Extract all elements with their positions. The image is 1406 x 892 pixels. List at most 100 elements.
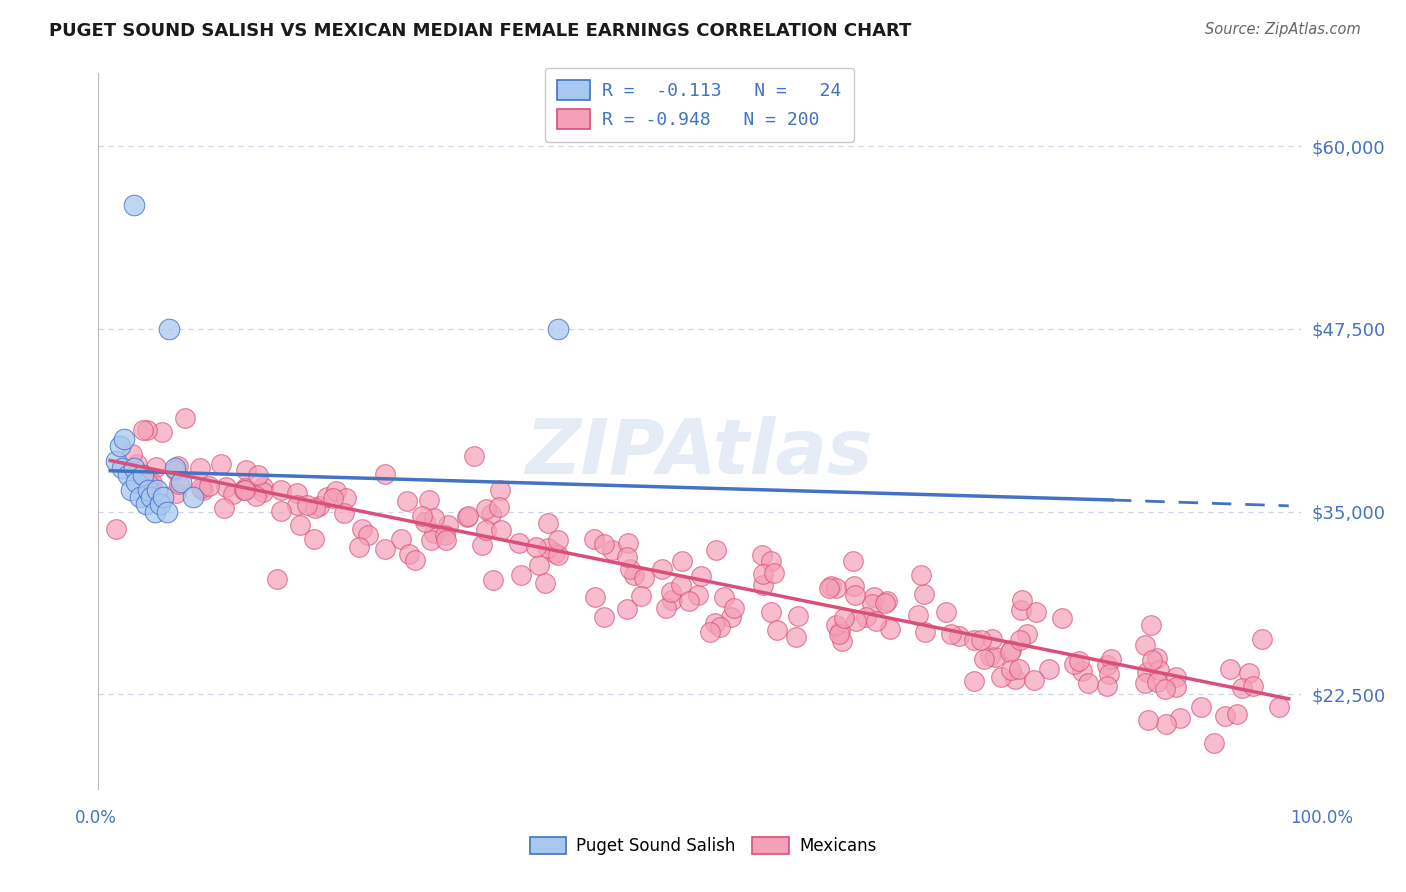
Point [167, 476, 190, 491]
Point [174, 410, 197, 425]
Point [1168, 711, 1191, 725]
Point [434, 533, 457, 547]
Point [544, 546, 567, 560]
Point [322, 491, 344, 505]
Point [316, 490, 339, 504]
Point [188, 461, 211, 475]
Point [285, 486, 308, 500]
Point [233, 483, 256, 498]
Point [654, 600, 676, 615]
Point [1133, 676, 1156, 690]
Text: PUGET SOUND SALISH VS MEXICAN MEDIAN FEMALE EARNINGS CORRELATION CHART: PUGET SOUND SALISH VS MEXICAN MEDIAN FEM… [49, 22, 911, 40]
Point [1077, 676, 1099, 690]
Point [325, 483, 347, 498]
Point [111, 460, 134, 475]
Point [141, 476, 163, 491]
Point [752, 578, 775, 592]
Point [759, 554, 782, 568]
Point [583, 532, 606, 546]
Point [105, 453, 128, 467]
Point [190, 481, 212, 495]
Point [396, 493, 419, 508]
Point [709, 620, 731, 634]
Point [418, 492, 440, 507]
Point [914, 624, 936, 639]
Point [820, 579, 842, 593]
Point [970, 633, 993, 648]
Point [1237, 665, 1260, 680]
Point [720, 610, 742, 624]
Point [157, 322, 180, 336]
Point [633, 571, 655, 585]
Point [456, 510, 478, 524]
Point [1219, 662, 1241, 676]
Point [876, 594, 898, 608]
Point [357, 528, 380, 542]
Point [862, 591, 884, 605]
Point [457, 509, 479, 524]
Point [1166, 680, 1188, 694]
Text: 100.0%: 100.0% [1291, 809, 1353, 827]
Point [246, 468, 269, 483]
Point [1140, 618, 1163, 632]
Point [389, 533, 412, 547]
Point [1063, 657, 1085, 671]
Point [1015, 627, 1038, 641]
Point [139, 477, 162, 491]
Point [335, 491, 357, 506]
Point [214, 500, 236, 515]
Point [222, 487, 245, 501]
Point [1095, 679, 1118, 693]
Point [398, 547, 420, 561]
Point [270, 483, 292, 497]
Point [135, 497, 157, 511]
Point [630, 589, 652, 603]
Point [127, 457, 149, 471]
Point [150, 425, 173, 440]
Point [121, 447, 143, 461]
Point [136, 475, 159, 490]
Point [661, 592, 683, 607]
Point [706, 542, 728, 557]
Point [1189, 700, 1212, 714]
Point [1071, 664, 1094, 678]
Point [1011, 592, 1033, 607]
Point [533, 576, 555, 591]
Point [537, 516, 560, 530]
Point [420, 533, 443, 547]
Point [508, 536, 530, 550]
Point [413, 516, 436, 530]
Point [842, 579, 865, 593]
Point [1098, 667, 1121, 681]
Point [285, 499, 308, 513]
Point [845, 614, 868, 628]
Point [120, 483, 142, 497]
Point [1137, 713, 1160, 727]
Point [143, 505, 166, 519]
Point [935, 605, 957, 619]
Point [1268, 700, 1291, 714]
Point [963, 674, 986, 689]
Point [879, 623, 901, 637]
Point [1215, 708, 1237, 723]
Point [474, 502, 496, 516]
Point [751, 548, 773, 562]
Point [489, 483, 512, 498]
Point [678, 593, 700, 607]
Point [209, 458, 232, 472]
Point [198, 479, 221, 493]
Point [830, 624, 852, 638]
Point [831, 634, 853, 648]
Point [1226, 706, 1249, 721]
Point [170, 475, 193, 490]
Point [266, 572, 288, 586]
Point [112, 432, 135, 446]
Point [141, 490, 163, 504]
Point [688, 588, 710, 602]
Point [1024, 673, 1046, 687]
Point [149, 497, 172, 511]
Point [163, 463, 186, 477]
Point [463, 449, 485, 463]
Point [524, 540, 547, 554]
Point [479, 507, 502, 521]
